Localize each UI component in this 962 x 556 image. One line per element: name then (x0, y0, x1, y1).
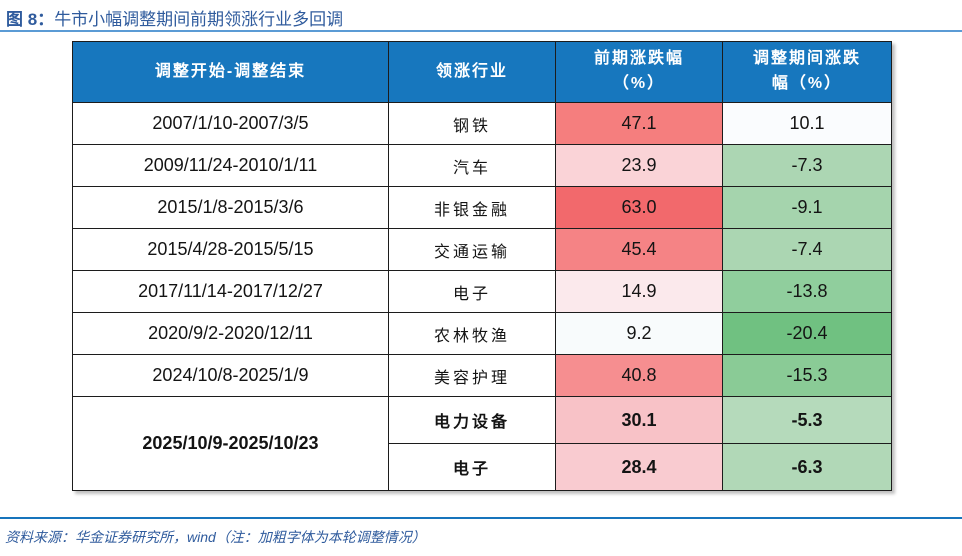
header-industry-line1: 领涨行业 (435, 62, 508, 80)
period-cell-merged: 2025/10/9-2025/10/23 (72, 396, 389, 491)
source-note: 资料来源：华金证券研究所，wind（注：加粗字体为本轮调整情况） (5, 529, 426, 545)
prior-change-cell: 14.9 (555, 270, 723, 313)
data-table: 调整开始-调整结束 领涨行业 前期涨跌幅 （%） 调整期间涨跌 幅（%） 2007/… (72, 41, 892, 491)
prior-change-cell: 30.1 (555, 396, 723, 444)
adjust-change-cell: -9.1 (722, 186, 892, 229)
header-prior-line1: 前期涨跌幅 (593, 50, 684, 68)
table-row: 2009/11/24-2010/1/11 汽车 23.9 -7.3 (72, 144, 892, 187)
industry-cell: 农林牧渔 (388, 312, 556, 355)
figure-label: 图 8： (6, 10, 55, 29)
period-cell: 2015/4/28-2015/5/15 (72, 228, 389, 271)
table-row: 2007/1/10-2007/3/5 钢铁 47.1 10.1 (72, 102, 892, 145)
period-cell: 2024/10/8-2025/1/9 (72, 354, 389, 397)
adjust-change-cell: -7.4 (722, 228, 892, 271)
header-row: 调整开始-调整结束 领涨行业 前期涨跌幅 （%） 调整期间涨跌 幅（%） (72, 41, 892, 103)
industry-cell: 美容护理 (388, 354, 556, 397)
figure-title: 图 8：牛市小幅调整期间前期领涨行业多回调 (6, 5, 343, 30)
table-row: 2017/11/14-2017/12/27 电子 14.9 -13.8 (72, 270, 892, 313)
adjust-change-cell: 10.1 (722, 102, 892, 145)
period-cell: 2017/11/14-2017/12/27 (72, 270, 389, 313)
industry-cell: 电子 (388, 270, 556, 313)
adjust-change-cell: -20.4 (722, 312, 892, 355)
industry-cell: 电力设备 (388, 396, 556, 444)
period-cell: 2015/1/8-2015/3/6 (72, 186, 389, 229)
adjust-change-cell: -13.8 (722, 270, 892, 313)
table-row: 2024/10/8-2025/1/9 美容护理 40.8 -15.3 (72, 354, 892, 397)
title-divider (0, 30, 962, 32)
prior-change-cell: 63.0 (555, 186, 723, 229)
header-industry: 领涨行业 (388, 41, 556, 103)
period-cell: 2007/1/10-2007/3/5 (72, 102, 389, 145)
industry-cell: 非银金融 (388, 186, 556, 229)
header-prior-change: 前期涨跌幅 （%） (555, 41, 723, 103)
header-prior-line2: （%） (612, 75, 666, 92)
footer-divider (0, 517, 962, 519)
industry-cell: 钢铁 (388, 102, 556, 145)
table-row: 2020/9/2-2020/12/11 农林牧渔 9.2 -20.4 (72, 312, 892, 355)
prior-change-cell: 28.4 (555, 443, 723, 491)
adjust-change-cell: -6.3 (722, 443, 892, 491)
figure-title-text: 牛市小幅调整期间前期领涨行业多回调 (54, 10, 344, 29)
prior-change-cell: 9.2 (555, 312, 723, 355)
table-row-current: 2025/10/9-2025/10/23 电力设备 30.1 -5.3 (72, 396, 892, 491)
table-row-current: 电子 28.4 -6.3 (73, 443, 892, 491)
table-row: 2015/4/28-2015/5/15 交通运输 45.4 -7.4 (72, 228, 892, 271)
header-adjust-line1: 调整期间涨跌 (752, 50, 861, 68)
period-cell: 2009/11/24-2010/1/11 (72, 144, 389, 187)
header-period: 调整开始-调整结束 (72, 41, 389, 103)
prior-change-cell: 40.8 (555, 354, 723, 397)
header-adjust-change: 调整期间涨跌 幅（%） (722, 41, 892, 103)
table-row: 2015/1/8-2015/3/6 非银金融 63.0 -9.1 (72, 186, 892, 229)
header-period-line1: 调整开始-调整结束 (154, 62, 307, 80)
industry-cell: 电子 (388, 443, 556, 491)
industry-cell: 交通运输 (388, 228, 556, 271)
adjust-change-cell: -15.3 (722, 354, 892, 397)
adjust-change-cell: -5.3 (722, 396, 892, 444)
period-cell: 2020/9/2-2020/12/11 (72, 312, 389, 355)
prior-change-cell: 23.9 (555, 144, 723, 187)
prior-change-cell: 47.1 (555, 102, 723, 145)
industry-cell: 汽车 (388, 144, 556, 187)
adjust-change-cell: -7.3 (722, 144, 892, 187)
prior-change-cell: 45.4 (555, 228, 723, 271)
header-adjust-line2: 幅（%） (771, 75, 843, 92)
